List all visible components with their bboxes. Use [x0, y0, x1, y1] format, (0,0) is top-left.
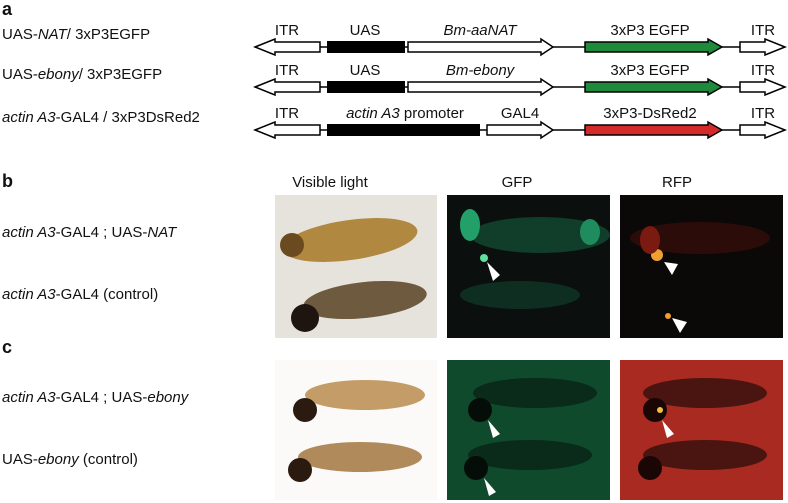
text-part: actin A3 — [346, 105, 400, 122]
text-part: ebony — [38, 451, 80, 468]
row-label: actin A3-GAL4 (control) — [2, 286, 158, 303]
text-part: ITR — [751, 62, 775, 79]
row-label: actin A3-GAL4 ; UAS-NAT — [2, 224, 178, 241]
element-label: 3xP3 EGFP — [610, 22, 689, 39]
element-label: UAS — [350, 62, 381, 79]
text-part: -GAL4 (control) — [56, 286, 159, 303]
element-label: 3xP3 EGFP — [610, 62, 689, 79]
construct-name: actin A3-GAL4 / 3xP3DsRed2 — [2, 109, 200, 126]
text-part: ITR — [275, 62, 299, 79]
text-part: ITR — [751, 105, 775, 122]
promoter-bar — [327, 81, 405, 93]
element-label: actin A3 promoter — [346, 105, 464, 122]
text-part: ITR — [275, 105, 299, 122]
element-label: UAS — [350, 22, 381, 39]
itr-left — [252, 37, 321, 57]
image-b-gfp — [447, 195, 610, 338]
text-part: ITR — [275, 22, 299, 39]
image-c-gfp — [447, 360, 610, 500]
text-part: ebony — [38, 66, 80, 83]
text-part: actin A3 — [2, 224, 56, 241]
panel-label: c — [2, 337, 12, 357]
itr-left — [252, 120, 321, 140]
text-part: UAS- — [2, 66, 38, 83]
construct-name: UAS-NAT/ 3xP3EGFP — [2, 26, 150, 43]
element-label: Bm-ebony — [446, 62, 516, 79]
text-part: 3xP3 EGFP — [610, 22, 689, 39]
column-header: GFP — [502, 174, 533, 191]
element-label: ITR — [275, 62, 299, 79]
gene-arrow — [407, 77, 555, 97]
text-part: actin A3 — [2, 286, 56, 303]
text-part: 3xP3 EGFP — [610, 62, 689, 79]
text-part: -GAL4 / 3xP3DsRed2 — [56, 109, 200, 126]
text-part: GAL4 — [501, 105, 539, 122]
element-label: ITR — [751, 105, 775, 122]
column-header: Visible light — [292, 174, 368, 191]
itr-right — [739, 37, 788, 57]
text-part: / 3xP3EGFP — [67, 26, 150, 43]
text-part: NAT — [38, 26, 69, 43]
marker-arrow — [584, 77, 724, 97]
itr-left — [252, 77, 321, 97]
text-part: 3xP3-DsRed2 — [603, 105, 696, 122]
marker-arrow — [584, 37, 724, 57]
row-label: actin A3-GAL4 ; UAS-ebony — [2, 389, 190, 406]
row-label: UAS-ebony (control) — [2, 451, 138, 468]
column-header: RFP — [662, 174, 692, 191]
text-part: actin A3 — [2, 389, 56, 406]
image-b-visible — [275, 195, 437, 338]
text-part: ebony — [147, 389, 189, 406]
itr-right — [739, 120, 788, 140]
text-part: -GAL4 ; UAS- — [56, 389, 148, 406]
text-part: UAS- — [2, 26, 38, 43]
gene-arrow — [407, 37, 555, 57]
text-part: NAT — [147, 224, 178, 241]
promoter-bar — [327, 124, 480, 136]
image-c-visible — [275, 360, 437, 500]
text-part: UAS- — [2, 451, 38, 468]
panel-label: b — [2, 171, 13, 191]
element-label: Bm-aaNAT — [443, 22, 518, 39]
panel-label: a — [2, 0, 13, 19]
text-part: ITR — [751, 22, 775, 39]
text-part: / 3xP3EGFP — [79, 66, 162, 83]
text-part: (control) — [79, 451, 138, 468]
text-part: actin A3 — [2, 109, 56, 126]
text-part: promoter — [400, 105, 464, 122]
text-part: -GAL4 ; UAS- — [56, 224, 148, 241]
image-c-rfp — [620, 360, 783, 500]
promoter-bar — [327, 41, 405, 53]
image-b-rfp — [620, 195, 783, 338]
element-label: ITR — [275, 105, 299, 122]
text-part: Bm-ebony — [446, 62, 516, 79]
itr-right — [739, 77, 788, 97]
construct-name: UAS-ebony/ 3xP3EGFP — [2, 66, 162, 83]
marker-arrow — [584, 120, 724, 140]
element-label: ITR — [751, 62, 775, 79]
element-label: 3xP3-DsRed2 — [603, 105, 696, 122]
text-part: Bm-aaNAT — [443, 22, 518, 39]
element-label: ITR — [751, 22, 775, 39]
text-part: UAS — [350, 22, 381, 39]
element-label: ITR — [275, 22, 299, 39]
text-part: UAS — [350, 62, 381, 79]
gene-arrow — [486, 120, 555, 140]
element-label: GAL4 — [501, 105, 539, 122]
